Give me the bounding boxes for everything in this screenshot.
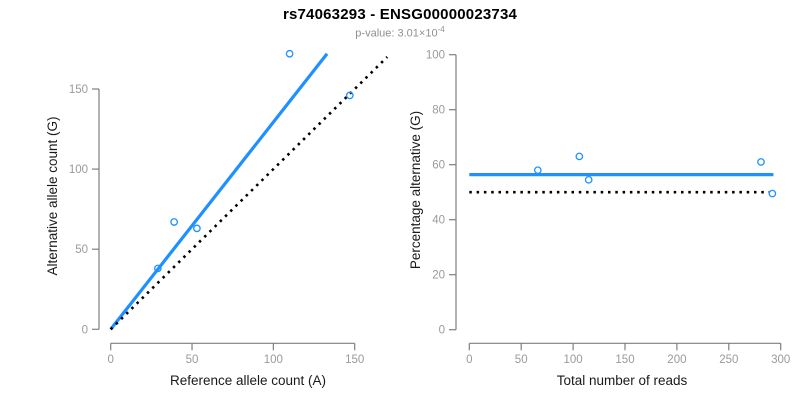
data-point [768, 189, 777, 198]
data-point [285, 49, 294, 58]
y-axis-title: Alternative allele count (G) [45, 116, 60, 275]
figure-title: rs74063293 - ENSG00000023734 [282, 6, 518, 23]
x-tick-label: 250 [719, 354, 738, 366]
y-tick-label: 20 [432, 270, 445, 282]
y-tick-label: 0 [82, 324, 88, 336]
x-tick-label: 100 [564, 354, 583, 366]
y-tick-label: 150 [69, 84, 88, 96]
x-tick-label: 0 [107, 354, 113, 366]
y-axis-title: Percentage alternative (G) [408, 111, 423, 269]
x-tick-label: 50 [515, 354, 528, 366]
x-tick-label: 200 [667, 354, 686, 366]
data-point [584, 175, 593, 184]
left-plot: 0 50 100 150 0 50 100 150 Reference allele count… [45, 49, 389, 388]
pvalue-exponent: -4 [437, 25, 445, 34]
x-axis-title: Reference allele count (A) [170, 373, 326, 388]
x-tick-label: 50 [186, 354, 199, 366]
data-point [193, 224, 201, 233]
data-point [533, 166, 542, 175]
x-tick-label: 150 [345, 354, 364, 366]
data-point [154, 264, 162, 273]
data-point [757, 158, 765, 166]
x-tick-label: 300 [771, 354, 790, 366]
y-tick-label: 50 [75, 244, 88, 256]
data-point [575, 152, 584, 161]
pvalue-text: p-value: 3.01×10 [355, 27, 438, 40]
x-tick-label: 0 [466, 354, 472, 366]
data-point [345, 91, 354, 100]
y-tick-label: 80 [432, 105, 445, 117]
y-tick-label: 0 [439, 325, 445, 337]
x-tick-label: 100 [264, 354, 283, 366]
y-tick-label: 40 [432, 215, 445, 227]
y-tick-label: 100 [69, 164, 88, 176]
y-tick-label: 100 [426, 50, 445, 62]
regression-line [109, 52, 329, 331]
right-plot: 0 20 40 60 80 100 0 50 100 150 200 250 300 Total numb… [408, 50, 790, 388]
x-axis-title: Total number of reads [557, 373, 688, 388]
data-point [170, 218, 178, 226]
identity-line [109, 56, 389, 331]
x-tick-label: 150 [615, 354, 634, 366]
y-tick-label: 60 [432, 160, 445, 172]
figure-subtitle: p-value: 3.01×10-4 [0, 25, 800, 40]
